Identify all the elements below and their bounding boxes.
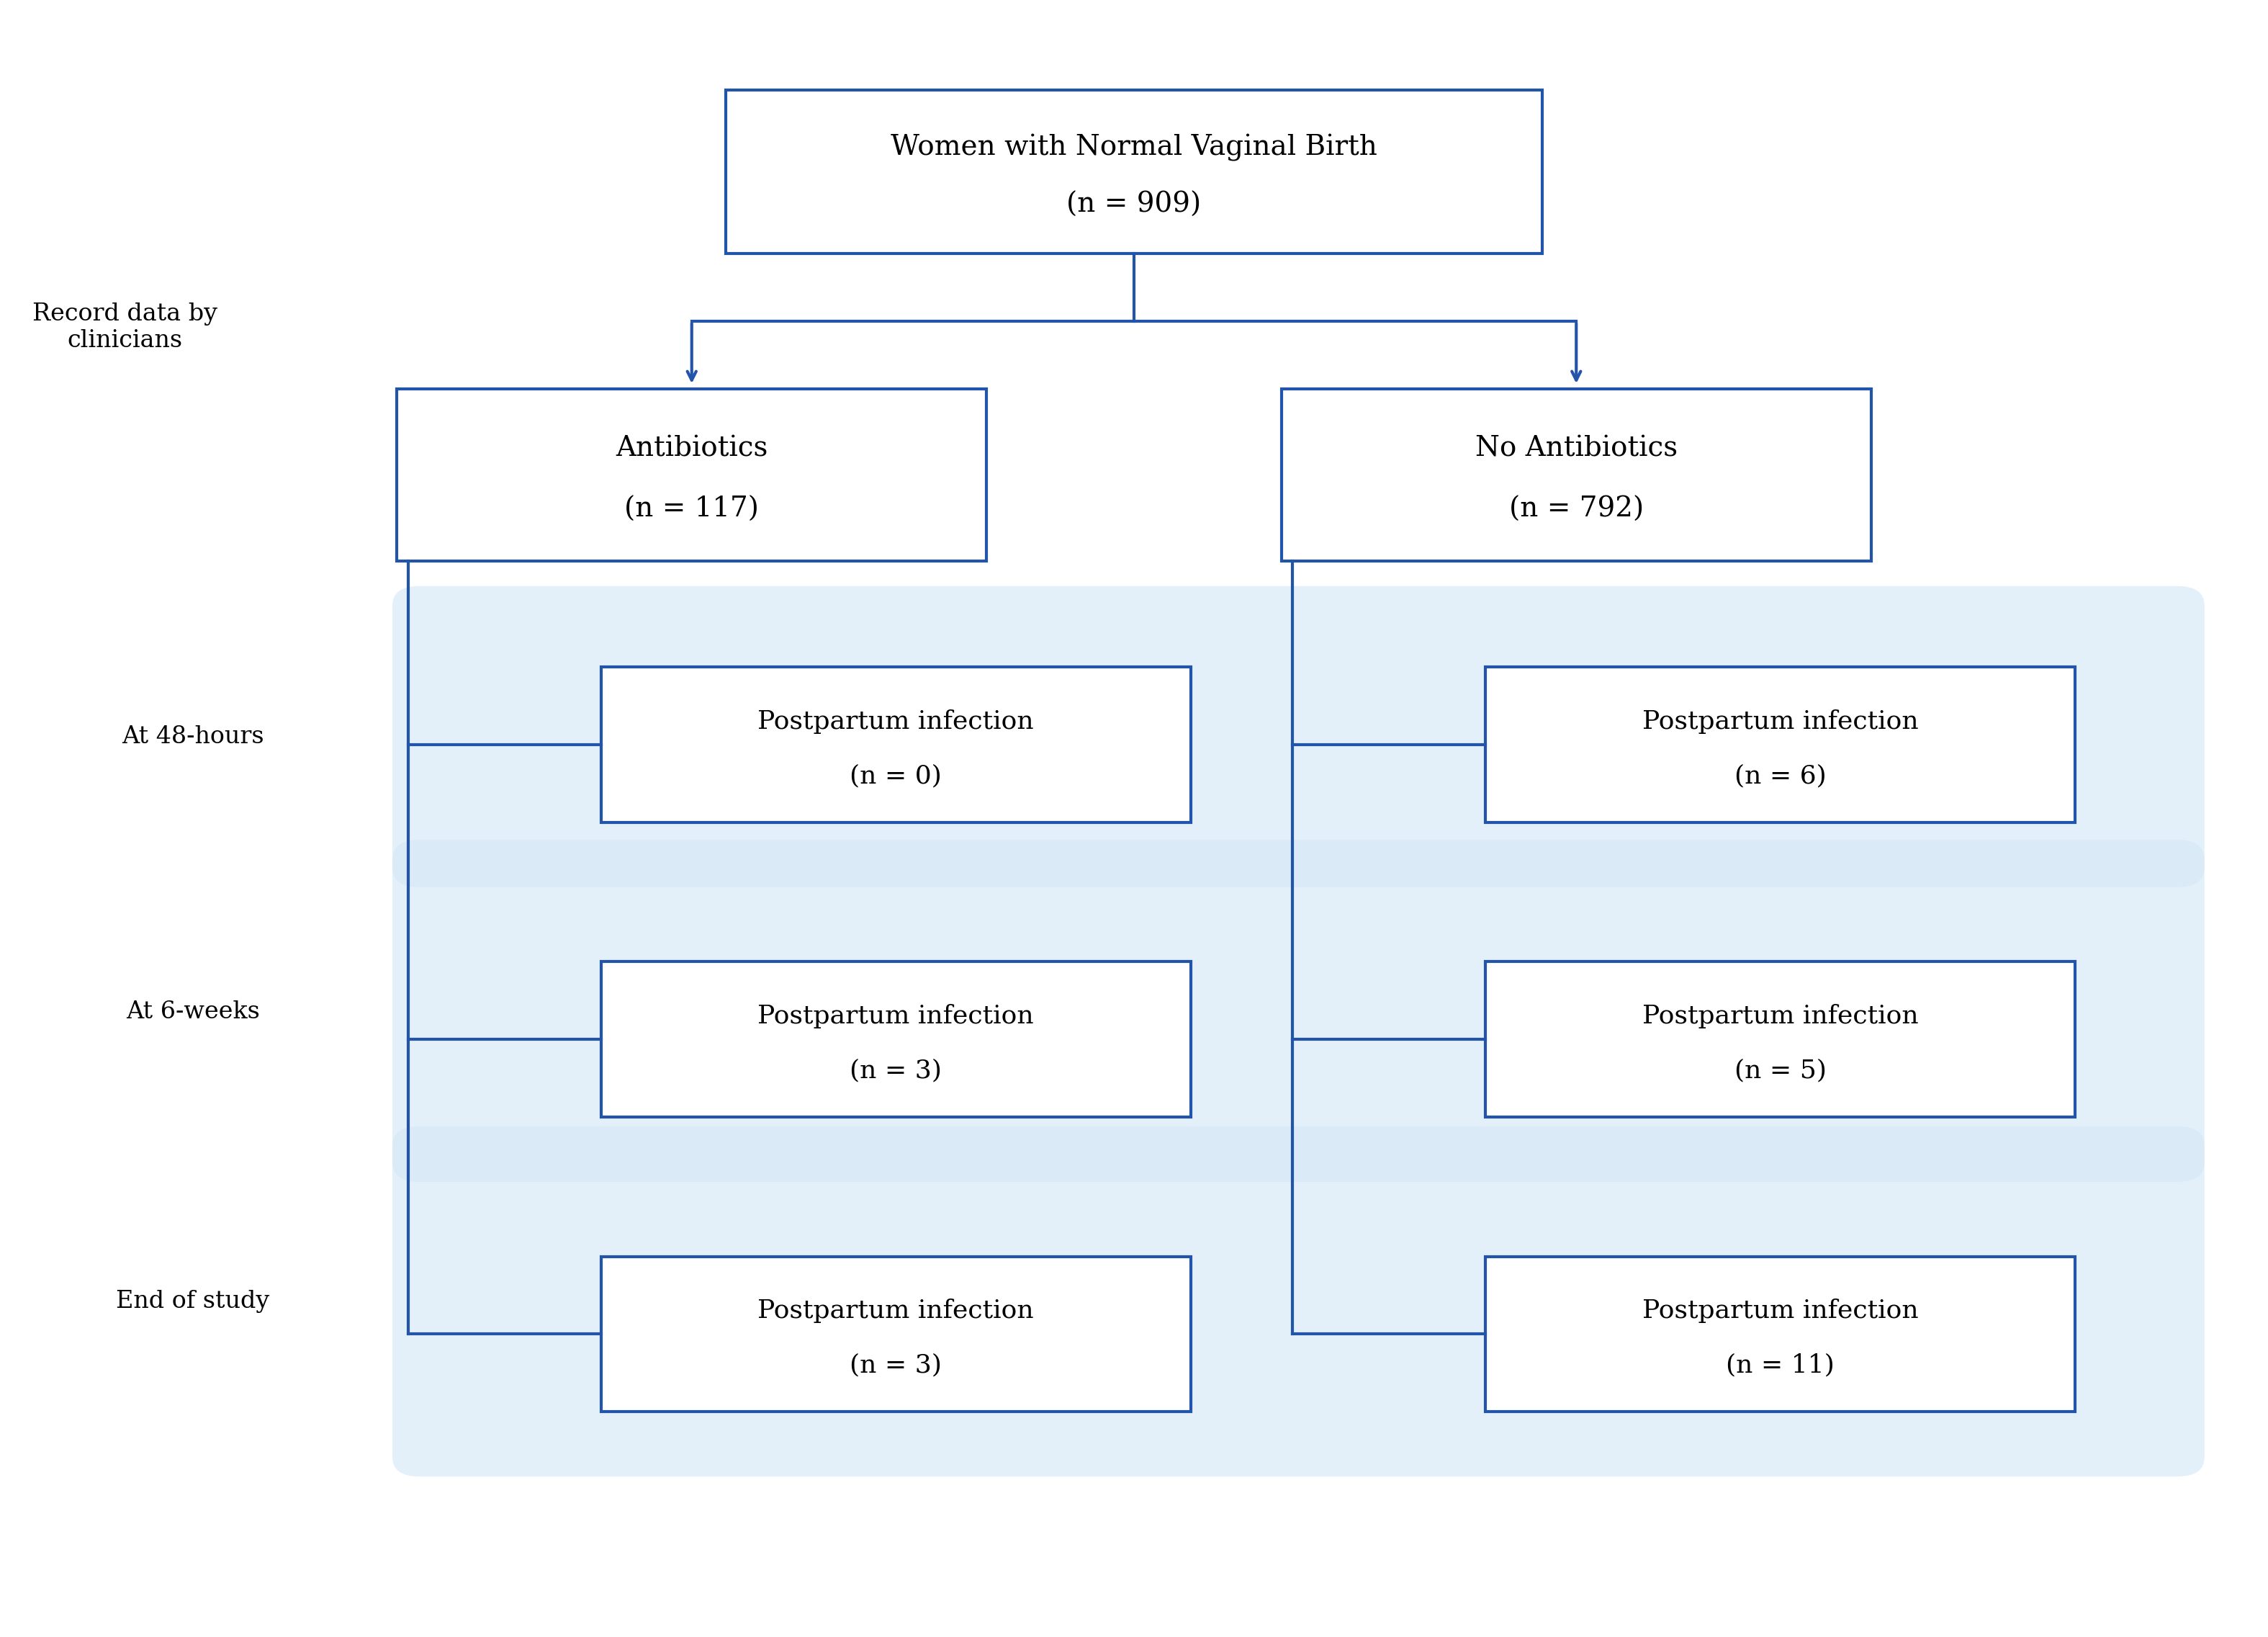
FancyBboxPatch shape xyxy=(726,90,1542,254)
Text: Women with Normal Vaginal Birth: Women with Normal Vaginal Birth xyxy=(891,134,1377,160)
Text: Postpartum infection: Postpartum infection xyxy=(1642,1003,1919,1028)
Text: At 6-weeks: At 6-weeks xyxy=(125,1000,261,1023)
FancyBboxPatch shape xyxy=(1486,668,2075,822)
Text: Postpartum infection: Postpartum infection xyxy=(1642,1298,1919,1323)
FancyBboxPatch shape xyxy=(601,668,1191,822)
FancyBboxPatch shape xyxy=(601,963,1191,1116)
Text: Record data by
clinicians: Record data by clinicians xyxy=(32,303,218,352)
Text: (n = 909): (n = 909) xyxy=(1066,192,1202,218)
Text: (n = 3): (n = 3) xyxy=(850,1059,941,1082)
FancyBboxPatch shape xyxy=(392,840,2204,1182)
Text: Antibiotics: Antibiotics xyxy=(615,435,769,462)
FancyBboxPatch shape xyxy=(1486,963,2075,1116)
FancyBboxPatch shape xyxy=(397,390,987,560)
FancyBboxPatch shape xyxy=(392,586,2204,887)
Text: Postpartum infection: Postpartum infection xyxy=(1642,709,1919,733)
FancyBboxPatch shape xyxy=(601,1257,1191,1411)
Text: Postpartum infection: Postpartum infection xyxy=(758,1003,1034,1028)
Text: (n = 11): (n = 11) xyxy=(1726,1354,1835,1377)
Text: Postpartum infection: Postpartum infection xyxy=(758,1298,1034,1323)
Text: Postpartum infection: Postpartum infection xyxy=(758,709,1034,733)
FancyBboxPatch shape xyxy=(392,1126,2204,1477)
Text: (n = 6): (n = 6) xyxy=(1735,764,1826,787)
Text: At 48-hours: At 48-hours xyxy=(122,725,263,748)
Text: (n = 792): (n = 792) xyxy=(1508,496,1644,522)
FancyBboxPatch shape xyxy=(1486,1257,2075,1411)
Text: (n = 0): (n = 0) xyxy=(850,764,941,787)
FancyBboxPatch shape xyxy=(1281,390,1871,560)
Text: (n = 117): (n = 117) xyxy=(624,496,760,522)
Text: No Antibiotics: No Antibiotics xyxy=(1474,435,1678,462)
Text: (n = 3): (n = 3) xyxy=(850,1354,941,1377)
Text: (n = 5): (n = 5) xyxy=(1735,1059,1826,1082)
Text: End of study: End of study xyxy=(116,1290,270,1313)
